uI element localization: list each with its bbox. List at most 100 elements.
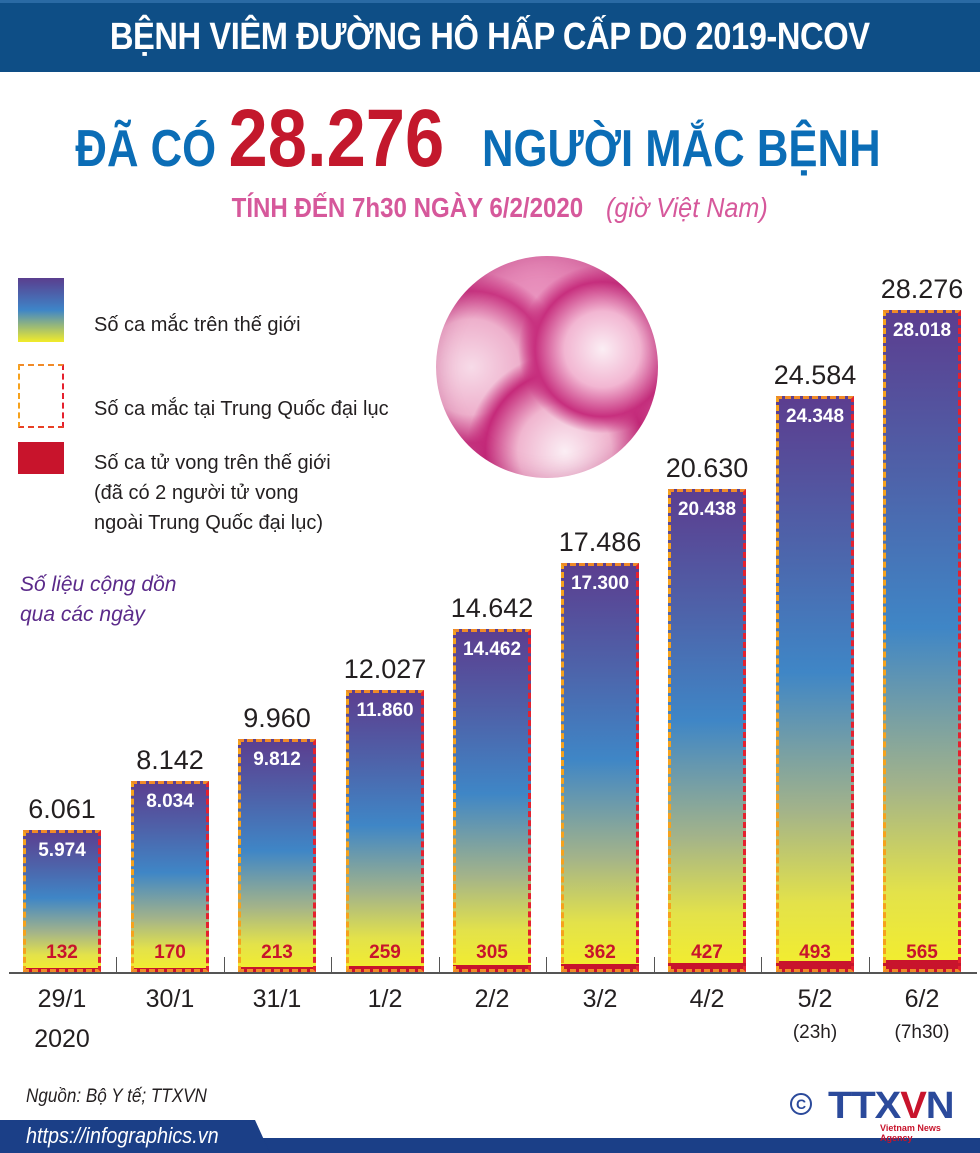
x-axis-tick [869, 957, 870, 973]
note-line2: qua các ngày [20, 603, 145, 626]
bar: 17.300 362 [561, 563, 639, 972]
world-cases-bar [346, 690, 424, 972]
legend-item-world-cases: Số ca mắc trên thế giới [18, 278, 301, 342]
deaths-bar [668, 963, 746, 972]
x-axis-tick [224, 957, 225, 973]
headline-number: 28.276 [228, 93, 445, 184]
deaths-value: 565 [906, 942, 938, 963]
china-cases-outline [23, 830, 101, 972]
deaths-bar [561, 964, 639, 972]
china-cases-outline [131, 781, 209, 972]
world-cases-bar [453, 629, 531, 972]
logo-text-v: V [900, 1085, 927, 1127]
footer-url-link[interactable]: https://infographics.vn [26, 1123, 219, 1148]
legend-item-china-cases: Số ca mắc tại Trung Quốc đại lục [18, 364, 389, 428]
deaths-value: 170 [154, 942, 186, 963]
bar: 5.974 132 [23, 830, 101, 972]
x-axis-label: 29/1 [37, 985, 87, 1013]
china-cases-value: 20.438 [677, 499, 737, 520]
bar: 8.034 170 [131, 781, 209, 972]
deaths-bar [453, 965, 531, 972]
copyright-icon: C [790, 1093, 812, 1115]
legend-label: Số ca tử vong trên thế giới (đã có 2 ngư… [94, 448, 331, 538]
world-cases-bar [238, 739, 316, 972]
x-axis-sublabel: (7h30) [894, 1022, 950, 1043]
china-cases-value: 28.018 [892, 320, 952, 341]
bar: 9.812 213 [238, 739, 316, 972]
note-line1: Số liệu cộng dồn [20, 573, 177, 596]
subtitle-timezone: (giờ Việt Nam) [606, 192, 769, 223]
source-text: Nguồn: Bộ Y tế; TTXVN [26, 1086, 207, 1107]
world-cases-value: 24.584 [773, 360, 857, 390]
world-cases-bar [668, 489, 746, 972]
logo-text-n: N [925, 1085, 955, 1127]
headline-prefix: ĐÃ CÓ [74, 120, 216, 178]
virus-image [436, 256, 658, 478]
deaths-bar [776, 961, 854, 972]
world-cases-value: 9.960 [243, 703, 311, 733]
china-cases-value: 5.974 [38, 840, 86, 861]
china-cases-outline [561, 563, 639, 972]
x-axis-tick [331, 957, 332, 973]
deaths-value: 213 [261, 942, 293, 963]
x-axis-sublabel: 2020 [34, 1025, 90, 1053]
x-axis-label: 3/2 [582, 985, 618, 1013]
legend-item-deaths: Số ca tử vong trên thế giới (đã có 2 ngư… [18, 442, 331, 538]
china-cases-value: 24.348 [785, 406, 845, 427]
footer-tab [0, 1120, 270, 1153]
x-axis-sublabel: (23h) [792, 1022, 838, 1043]
china-cases-value: 14.462 [462, 639, 522, 660]
dashed-swatch-icon [18, 364, 64, 428]
world-cases-bar [23, 830, 101, 972]
deaths-value: 132 [46, 942, 78, 963]
logo-tagline: Vietnam News Agency [880, 1123, 941, 1143]
banner-title: BỆNH VIÊM ĐƯỜNG HÔ HẤP CẤP DO 2019-NCOV [110, 16, 870, 58]
world-cases-value: 8.142 [136, 745, 204, 775]
legend-deaths-line1: Số ca tử vong trên thế giới [94, 452, 331, 474]
headline: ĐÃ CÓ 28.276 NGƯỜI MẮC BỆNH [0, 92, 980, 184]
deaths-value: 362 [584, 942, 616, 963]
legend-label: Số ca mắc trên thế giới [94, 314, 301, 336]
x-axis-label: 31/1 [252, 985, 302, 1013]
china-cases-outline [668, 489, 746, 972]
x-axis-label: 1/2 [367, 985, 403, 1013]
world-cases-bar [883, 310, 961, 972]
bar: 20.438 427 [668, 489, 746, 972]
headline-suffix: NGƯỜI MẮC BỆNH [481, 120, 881, 178]
x-axis [9, 972, 977, 974]
x-axis-tick [761, 957, 762, 973]
china-cases-outline [883, 310, 961, 972]
bar: 28.018 565 [883, 310, 961, 972]
bar: 24.348 493 [776, 396, 854, 972]
deaths-value: 427 [691, 942, 723, 963]
world-cases-value: 20.630 [665, 453, 749, 483]
bar: 11.860 259 [346, 690, 424, 972]
legend-label: Số ca mắc tại Trung Quốc đại lục [94, 398, 389, 420]
world-cases-value: 14.642 [450, 593, 534, 623]
china-cases-outline [346, 690, 424, 972]
gradient-swatch-icon [18, 278, 64, 342]
x-axis-label: 5/2 [797, 985, 833, 1013]
world-cases-value: 28.276 [880, 274, 964, 304]
cumulative-note: Số liệu cộng dồn qua các ngày [20, 570, 176, 630]
china-cases-value: 8.034 [146, 791, 194, 812]
x-axis-tick [654, 957, 655, 973]
china-cases-value: 17.300 [570, 573, 630, 594]
x-axis-tick [116, 957, 117, 973]
ttxvn-logo: C TTXVN Vietnam News Agency [790, 1085, 970, 1143]
subtitle: TÍNH ĐẾN 7h30 NGÀY 6/2/2020 (giờ Việt Na… [0, 192, 980, 224]
x-axis-tick [546, 957, 547, 973]
bar-chart: 5.974 132 6.061 29/1 2020 8.034 170 8.142 30/1 9.… [9, 274, 977, 1053]
china-cases-outline [238, 739, 316, 972]
bar: 14.462 305 [453, 629, 531, 972]
world-cases-bar [561, 563, 639, 972]
legend-deaths-line2: (đã có 2 người tử vong [94, 482, 299, 504]
legend-deaths-line3: ngoài Trung Quốc đại lục) [94, 512, 324, 534]
world-cases-value: 17.486 [558, 527, 642, 557]
world-cases-value: 12.027 [343, 654, 427, 684]
world-cases-bar [776, 396, 854, 972]
subtitle-date: TÍNH ĐẾN 7h30 NGÀY 6/2/2020 [231, 192, 583, 223]
x-axis-tick [439, 957, 440, 973]
x-axis-label: 2/2 [474, 985, 510, 1013]
world-cases-value: 6.061 [28, 794, 96, 824]
